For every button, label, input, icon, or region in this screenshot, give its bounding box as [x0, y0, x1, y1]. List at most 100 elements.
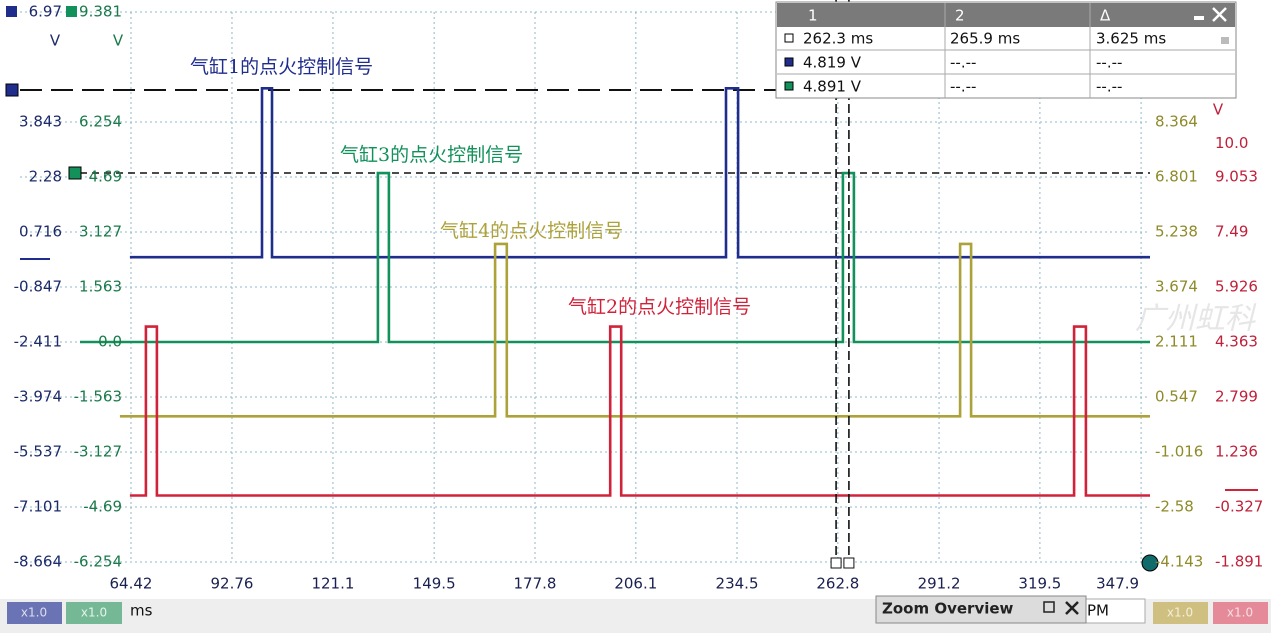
scale-button[interactable]: [1213, 602, 1268, 624]
y-tick-label: -5.537: [14, 442, 62, 460]
table-cell: 265.9 ms: [950, 30, 1020, 48]
x-tick-label: 149.5: [413, 575, 456, 593]
y-tick-label: 3.127: [79, 223, 122, 241]
trace: [129, 325, 1150, 497]
y-tick-label: -1.016: [1155, 443, 1203, 461]
x-tick-label: 262.8: [816, 575, 859, 593]
close-button[interactable]: [1065, 601, 1079, 615]
y-tick-label: -4.69: [83, 497, 122, 515]
trace: [129, 87, 1150, 259]
zoom-overview-title: Zoom Overview: [882, 600, 1014, 618]
y-tick-label: 4.363: [1215, 333, 1258, 351]
trace-label: 气缸2的点火控制信号: [568, 296, 751, 318]
y-tick-label: -2.58: [1155, 498, 1194, 516]
scale-button[interactable]: [66, 602, 122, 624]
channel-marker[interactable]: [68, 166, 82, 180]
minimize-button[interactable]: [1194, 16, 1204, 20]
y-tick-label: -8.664: [14, 553, 62, 571]
scale-label: x1.0: [1167, 606, 1193, 620]
y-tick-label: -2.411: [14, 333, 62, 351]
x-tick-label: 92.76: [210, 575, 253, 593]
x-tick-label: 177.8: [514, 575, 557, 593]
y-tick-label: -1.891: [1215, 553, 1263, 571]
y-tick-label: 6.254: [79, 113, 122, 131]
y-tick-label: 1.236: [1215, 443, 1258, 461]
table-cell: 262.3 ms: [803, 30, 873, 48]
y-tick-label: -7.101: [14, 498, 62, 516]
table-cell: --.--: [1096, 78, 1122, 96]
y-tick-label: 10.0: [1215, 134, 1248, 152]
y-tick-label: -6.254: [74, 553, 122, 571]
watermark: 广州虹科: [1135, 302, 1257, 337]
trace-label: 气缸1的点火控制信号: [190, 56, 373, 78]
y-tick-label: 3.674: [1155, 278, 1198, 296]
cursor-handle[interactable]: [843, 557, 855, 569]
y-tick-label: 2.111: [1155, 333, 1198, 351]
labels: 64.42 92.76 121.1 149.5 177.8 206.1 234.5 262.8…: [14, 3, 1264, 593]
cursor-handle[interactable]: [830, 557, 842, 569]
table-cell: 3.625 ms: [1096, 30, 1166, 48]
y-tick-label: 5.926: [1215, 278, 1258, 296]
scale-label: x1.0: [21, 606, 47, 620]
x-tick-label: 319.5: [1018, 575, 1061, 593]
restore-button[interactable]: [1043, 601, 1055, 613]
table-cell: --.--: [950, 54, 976, 72]
y-unit: V: [113, 32, 124, 50]
lock-icon[interactable]: [1221, 37, 1229, 44]
trace-label: 气缸3的点火控制信号: [340, 144, 523, 166]
x-unit: ms: [130, 602, 153, 620]
x-tick-label: 347.9: [1096, 575, 1139, 593]
row-marker: [784, 81, 794, 91]
y-tick-label: -4.143: [1155, 553, 1203, 571]
y-tick-label: 3.843: [19, 113, 62, 131]
y-tick-label: 4.69: [89, 168, 122, 186]
scale-button[interactable]: [1153, 602, 1208, 624]
x-tick-label: 206.1: [614, 575, 657, 593]
y-unit: V: [50, 32, 61, 50]
x-tick-label: 234.5: [716, 575, 759, 593]
scale-button[interactable]: [7, 602, 62, 624]
y-tick-label: 9.381: [79, 3, 122, 21]
zoom-overview-window[interactable]: [875, 595, 1087, 624]
y-tick-label: 0.0: [98, 333, 122, 351]
table-cell: 4.891 V: [803, 78, 862, 96]
table-header: [777, 3, 1235, 27]
y-unit: V: [1213, 101, 1224, 119]
y-tick-label: 0.547: [1155, 388, 1198, 406]
y-tick-label: 2.28: [29, 167, 62, 185]
y-tick-label: -3.974: [14, 388, 62, 406]
y-tick-label: 6.801: [1155, 168, 1198, 186]
y-tick-label: -0.327: [1215, 497, 1263, 515]
table-header-cell: Δ: [1100, 7, 1111, 25]
input-text: PM: [1087, 602, 1109, 620]
y-tick-label: 0.716: [19, 223, 62, 241]
table-cell: --.--: [950, 78, 976, 96]
close-button[interactable]: [1212, 7, 1227, 22]
y-tick-label: 8.364: [1155, 113, 1198, 131]
y-tick-label: 7.49: [1215, 223, 1248, 241]
cursor-table: 1 2 Δ 262.3 ms 265.9 ms 3.625 ms 4.819 V…: [775, 1, 1237, 99]
scale-label: x1.0: [81, 606, 107, 620]
channel-marker[interactable]: [66, 6, 77, 17]
channel-marker[interactable]: [6, 6, 17, 17]
x-tick-label: 291.2: [918, 575, 961, 593]
trigger-marker[interactable]: [1141, 554, 1159, 572]
channel-marker[interactable]: [5, 83, 19, 97]
y-tick-label: 6.97: [29, 3, 62, 21]
y-tick-label: -0.847: [14, 278, 62, 296]
y-tick-label: 5.238: [1155, 223, 1198, 241]
row-marker: [784, 57, 794, 67]
trace-label: 气缸4的点火控制信号: [440, 220, 623, 242]
table-header-cell: 2: [955, 7, 965, 25]
x-tick-label: 64.42: [110, 575, 153, 593]
scale-label: x1.0: [1227, 606, 1253, 620]
x-tick-label: 121.1: [311, 575, 354, 593]
y-tick-label: 2.799: [1215, 388, 1258, 406]
y-tick-label: -1.563: [74, 387, 122, 405]
y-tick-label: -3.127: [74, 443, 122, 461]
table-cell: --.--: [1096, 54, 1122, 72]
table-header-cell: 1: [808, 7, 818, 25]
y-tick-label: 1.563: [79, 278, 122, 296]
